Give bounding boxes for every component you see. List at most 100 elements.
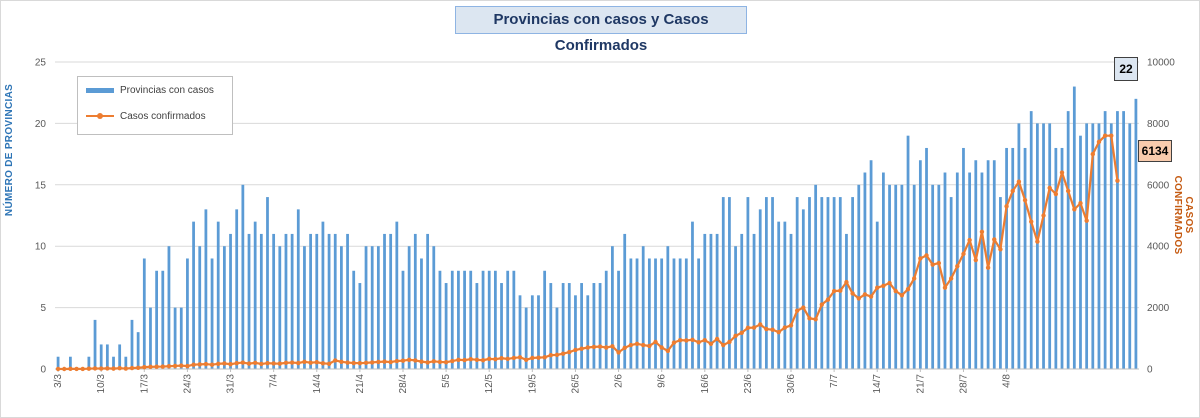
bar-provincias — [684, 258, 688, 369]
bar-provincias — [450, 270, 454, 369]
bar-provincias — [149, 307, 152, 369]
bar-provincias — [740, 233, 744, 369]
point-casos — [801, 305, 806, 310]
bar-provincias — [93, 319, 97, 369]
point-casos — [794, 308, 800, 313]
point-casos — [628, 342, 634, 348]
y-right-tick-label: 6000 — [1147, 180, 1170, 191]
bar-provincias — [863, 172, 867, 369]
bar-provincias — [992, 160, 996, 369]
bar-provincias — [487, 270, 491, 369]
point-casos — [856, 296, 861, 301]
point-casos — [1059, 170, 1065, 175]
bar-provincias — [210, 258, 214, 369]
bar-provincias — [1017, 123, 1021, 370]
bar-provincias — [549, 283, 553, 369]
point-casos — [653, 339, 658, 345]
bar-provincias — [592, 283, 596, 369]
bar-provincias — [481, 270, 485, 369]
bar-provincias — [888, 184, 891, 369]
bar-provincias — [290, 233, 294, 369]
bar-provincias — [1042, 123, 1045, 370]
point-casos — [314, 360, 319, 365]
point-casos — [714, 336, 720, 342]
point-casos — [363, 360, 369, 366]
point-casos — [283, 360, 289, 366]
x-tick-label: 21/4 — [355, 374, 366, 394]
bar-provincias — [1079, 135, 1082, 369]
x-tick-label: 3/3 — [53, 374, 64, 388]
bar-provincias — [475, 283, 479, 369]
point-casos — [585, 345, 590, 350]
bar-provincias — [771, 197, 774, 369]
point-casos — [511, 355, 517, 361]
point-casos — [111, 366, 116, 371]
point-casos — [523, 357, 529, 362]
bar-provincias — [155, 270, 159, 369]
bar-provincias — [407, 246, 411, 369]
y-right-tick-label: 8000 — [1147, 119, 1170, 130]
bar-provincias — [432, 246, 436, 369]
bar-provincias — [678, 258, 682, 369]
bar-provincias — [1122, 111, 1125, 370]
bar-provincias — [746, 197, 750, 369]
point-casos — [1047, 185, 1052, 191]
bar-provincias — [721, 197, 725, 369]
point-casos — [665, 348, 671, 354]
bar-provincias — [851, 197, 854, 369]
bar-provincias — [647, 258, 651, 369]
point-casos — [406, 357, 412, 362]
point-casos — [727, 339, 732, 345]
point-casos — [733, 333, 738, 339]
bar-provincias — [315, 233, 319, 369]
bar-provincias — [383, 233, 386, 369]
legend-item-provincias: Provincias con casos — [86, 83, 214, 99]
y-left-tick-label: 20 — [35, 119, 47, 130]
bar-provincias — [869, 160, 873, 369]
point-casos — [1053, 191, 1059, 197]
bar-provincias — [906, 135, 910, 369]
point-casos — [92, 366, 98, 371]
point-casos — [961, 251, 966, 257]
point-casos — [431, 359, 436, 364]
bar-provincias — [980, 172, 984, 369]
x-tick-label: 12/5 — [484, 374, 495, 394]
bar-provincias — [943, 172, 947, 369]
point-casos — [517, 355, 523, 360]
point-casos — [1022, 197, 1028, 203]
point-casos — [185, 363, 190, 369]
x-tick-label: 28/7 — [958, 374, 969, 394]
y-right-tick-label: 0 — [1147, 365, 1153, 376]
point-casos — [172, 363, 178, 369]
point-casos — [770, 327, 775, 332]
point-casos — [1096, 139, 1102, 145]
point-casos — [1010, 188, 1015, 194]
bar-provincias — [826, 197, 830, 369]
point-casos — [1029, 219, 1034, 224]
bar-provincias — [395, 221, 399, 369]
point-casos — [142, 364, 147, 370]
bar-provincias — [99, 344, 103, 369]
x-tick-label: 10/3 — [96, 374, 107, 394]
bar-provincias — [1085, 123, 1089, 370]
x-tick-label: 9/6 — [657, 374, 668, 388]
bar-provincias — [783, 221, 787, 369]
bar-provincias — [192, 221, 195, 369]
bar-provincias — [703, 233, 707, 369]
bar-provincias — [789, 233, 793, 369]
bar-provincias — [518, 295, 522, 369]
point-casos — [86, 366, 92, 371]
point-casos — [333, 358, 338, 363]
point-casos — [351, 360, 356, 366]
bar-provincias — [444, 283, 448, 369]
bar-provincias — [346, 233, 349, 369]
bar-provincias — [629, 258, 633, 369]
point-casos — [382, 359, 387, 364]
tick-labels: 0 5 10 15 20 25 0 2000 4000 6000 8000 10000 3/3 10/3 1… — [35, 58, 1175, 394]
bar-provincias — [728, 197, 731, 369]
point-casos — [967, 237, 972, 243]
point-casos — [369, 360, 375, 365]
bar-provincias — [598, 283, 602, 369]
bar-provincias — [321, 221, 325, 369]
bar-provincias — [358, 283, 362, 369]
